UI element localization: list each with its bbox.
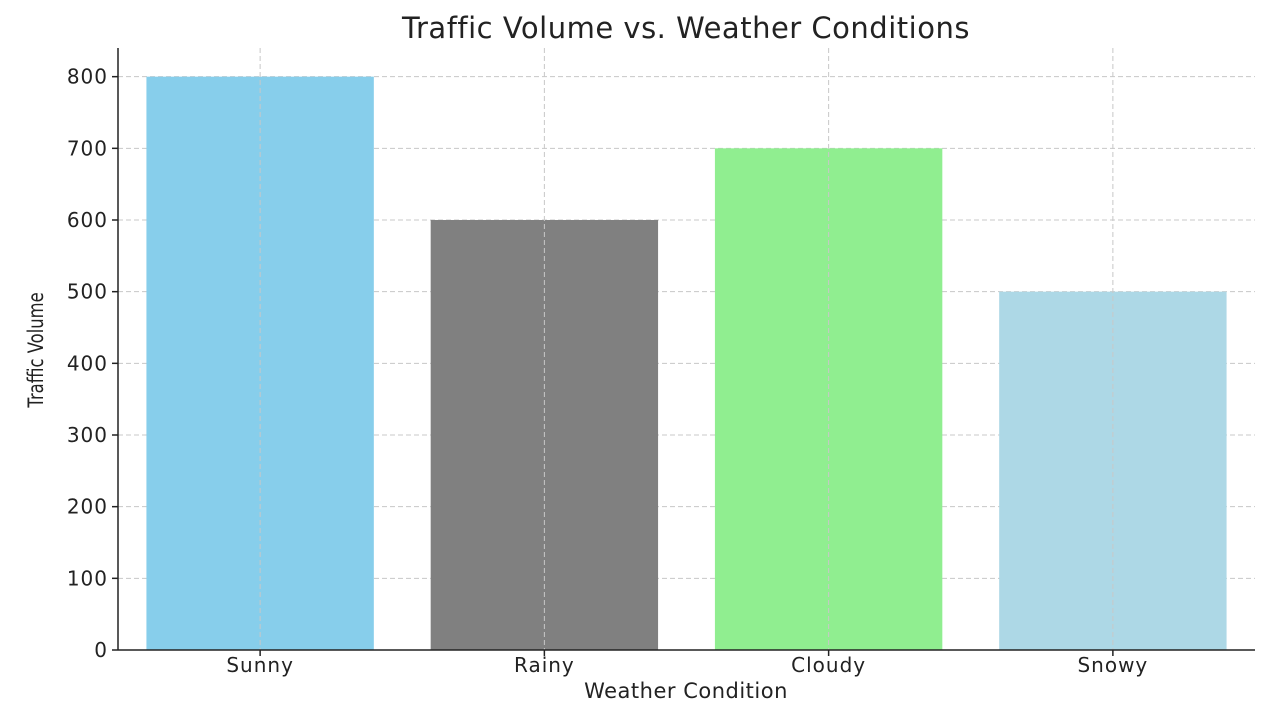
y-tick-label: 600 xyxy=(67,208,108,232)
y-tick-label: 800 xyxy=(67,65,108,89)
y-tick-label: 300 xyxy=(67,423,108,447)
y-tick-label: 400 xyxy=(67,351,108,375)
y-tick-label: 0 xyxy=(94,638,108,662)
x-tick-label: Rainy xyxy=(514,653,575,677)
y-tick-labels: 0 100 200 300 400 500 600 700 800 xyxy=(67,65,108,662)
y-tick-label: 500 xyxy=(67,280,108,304)
axes xyxy=(112,48,1255,656)
y-tick-label: 200 xyxy=(67,495,108,519)
y-axis-label: Traffic Volume xyxy=(25,292,48,408)
x-axis-label: Weather Condition xyxy=(584,679,788,703)
x-tick-label: Sunny xyxy=(226,653,294,677)
chart-title: Traffic Volume vs. Weather Conditions xyxy=(401,11,970,45)
x-tick-label: Snowy xyxy=(1077,653,1148,677)
x-tick-label: Cloudy xyxy=(791,653,866,677)
bar-snowy xyxy=(999,291,1227,650)
vertical-gridlines xyxy=(259,48,1114,650)
y-tick-label: 100 xyxy=(67,566,108,590)
x-tick-labels: Sunny Rainy Cloudy Snowy xyxy=(226,653,1148,677)
bar-cloudy xyxy=(714,148,943,651)
y-tick-label: 700 xyxy=(67,136,108,160)
